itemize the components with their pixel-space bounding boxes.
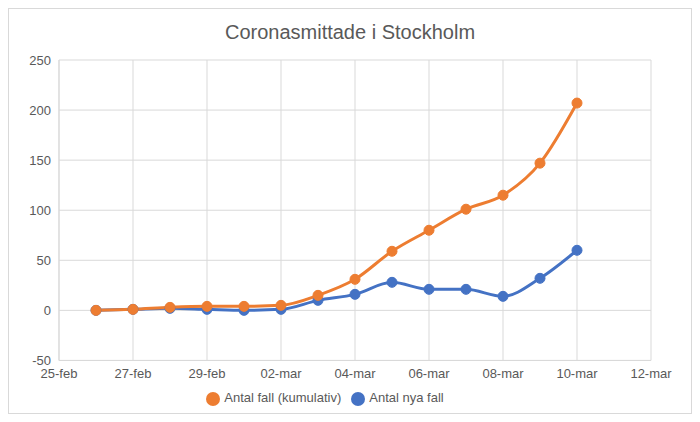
svg-text:10-mar: 10-mar bbox=[556, 366, 598, 381]
svg-text:29-feb: 29-feb bbox=[189, 366, 226, 381]
html-text:Antal fall (kumulativ): Antal fall (kumulativ) bbox=[224, 390, 342, 406]
svg-text:100: 100 bbox=[29, 203, 51, 218]
svg-text:-50: -50 bbox=[32, 353, 51, 368]
html-text:Coronasmittade i Stockholm: Coronasmittade i Stockholm bbox=[224, 21, 475, 43]
svg-text:06-mar: 06-mar bbox=[408, 366, 450, 381]
svg-text:12-mar: 12-mar bbox=[630, 366, 672, 381]
svg-text:02-mar: 02-mar bbox=[260, 366, 302, 381]
html-text:Antal nya fall: Antal nya fall bbox=[369, 390, 444, 406]
svg-text:50: 50 bbox=[37, 253, 51, 268]
svg-text:27-feb: 27-feb bbox=[115, 366, 152, 381]
svg-text:250: 250 bbox=[29, 55, 51, 68]
svg-text:200: 200 bbox=[29, 103, 51, 118]
svg-text:0: 0 bbox=[44, 303, 51, 318]
svg-text:150: 150 bbox=[29, 153, 51, 168]
svg-text:08-mar: 08-mar bbox=[482, 366, 524, 381]
svg-text:04-mar: 04-mar bbox=[334, 366, 376, 381]
svg-text:25-feb: 25-feb bbox=[40, 365, 78, 381]
